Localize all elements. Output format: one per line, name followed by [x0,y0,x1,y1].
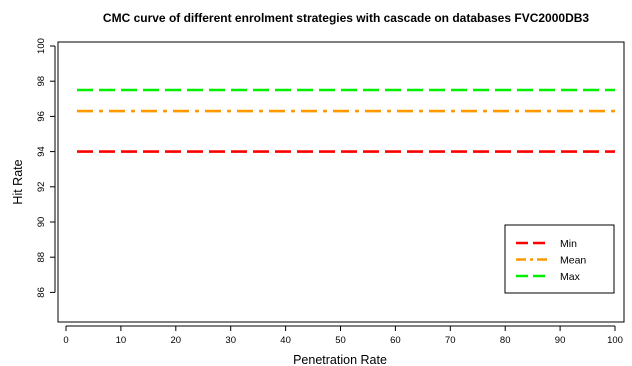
y-tick-label: 88 [36,252,47,263]
y-tick-label: 86 [36,287,47,298]
y-axis-label: Hit Rate [11,159,25,204]
x-tick-label: 60 [390,335,401,346]
y-tick-label: 96 [36,111,47,122]
x-tick-label: 0 [63,335,68,346]
y-axis: 86 88 90 92 94 96 98 100 [36,38,56,298]
legend-label-min: Min [560,238,577,250]
x-axis-label: Penetration Rate [293,353,387,366]
legend: Min Mean Max [504,224,615,294]
legend-label-mean: Mean [560,255,586,267]
x-tick-label: 100 [607,335,623,346]
y-tick-label: 92 [36,182,47,193]
x-tick-label: 50 [335,335,346,346]
x-tick-label: 80 [500,335,511,346]
chart-title: CMC curve of different enrolment strateg… [103,11,589,25]
x-tick-label: 20 [171,335,182,346]
y-tick-label: 90 [36,217,47,228]
x-tick-label: 30 [225,335,236,346]
x-tick-label: 70 [445,335,456,346]
x-tick-label: 10 [116,335,127,346]
x-tick-label: 90 [555,335,566,346]
x-tick-label: 40 [280,335,291,346]
y-tick-label: 94 [36,146,47,157]
x-axis: 0 10 20 30 40 50 60 70 80 90 100 [63,325,623,346]
series-layer [77,88,615,153]
plot-area-frame [57,41,625,323]
legend-label-max: Max [560,271,581,283]
y-tick-label: 100 [36,38,47,54]
y-tick-label: 98 [36,76,47,87]
